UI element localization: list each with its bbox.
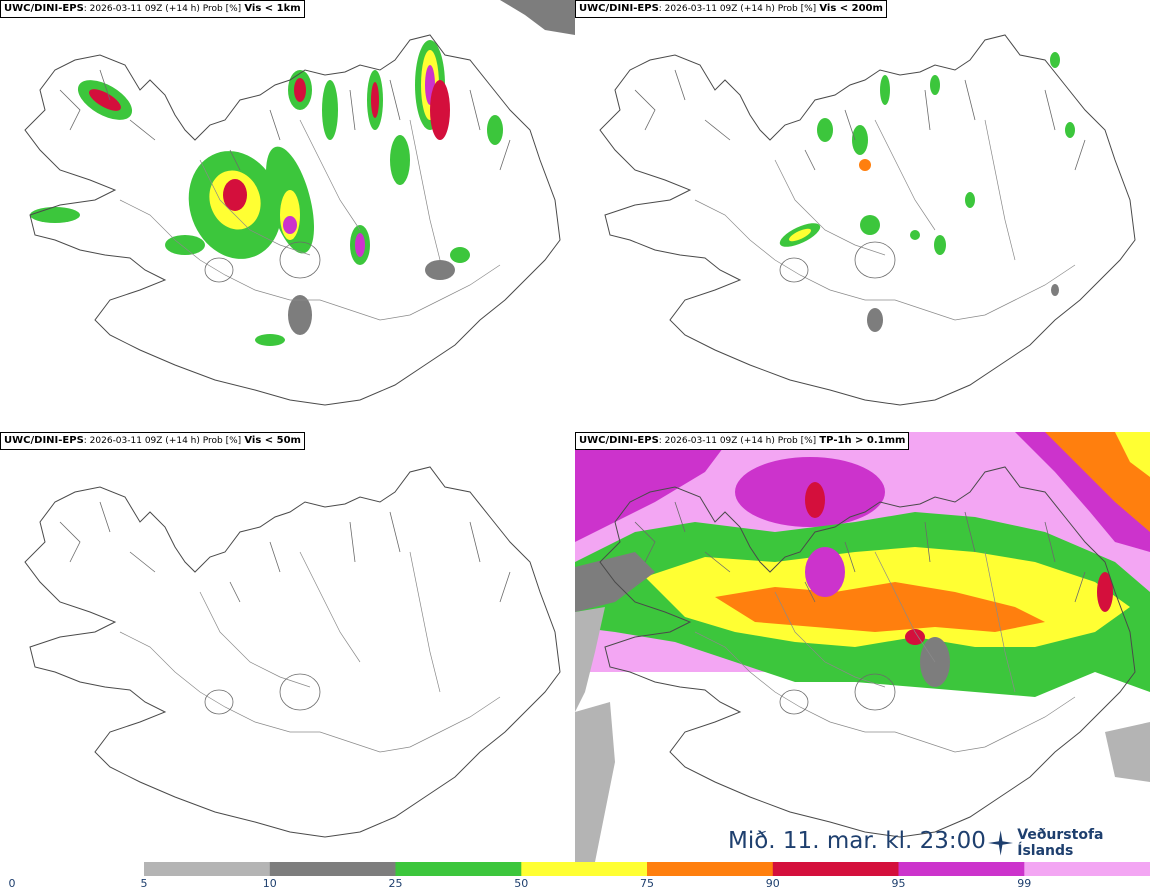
model-name: UWC/DINI-EPS xyxy=(4,3,84,14)
map-panel-precip: UWC/DINI-EPS: 2026-03-11 09Z (+14 h) Pro… xyxy=(575,432,1150,862)
vedurstofa-logo: Veðurstofa Íslands xyxy=(988,827,1150,859)
panel-title: UWC/DINI-EPS: 2026-03-11 09Z (+14 h) Pro… xyxy=(575,432,910,450)
colorbar-bin xyxy=(144,862,271,876)
forecast-timestamp: Mið. 11. mar. kl. 23:00 xyxy=(728,828,986,854)
panel-variable: Vis < 1km xyxy=(244,3,301,14)
colorbar-bin xyxy=(772,862,900,876)
colorbar-bin xyxy=(898,862,1025,876)
panel-variable: Vis < 200m xyxy=(819,3,883,14)
colorbar-tick-label: 25 xyxy=(388,877,403,890)
panel-title: UWC/DINI-EPS: 2026-03-11 09Z (+14 h) Pro… xyxy=(575,0,887,18)
panel-variable: Vis < 50m xyxy=(244,435,301,446)
colorbar-bin xyxy=(647,862,774,876)
map-vis-1km xyxy=(24,0,575,406)
map-precip xyxy=(575,432,1150,862)
panel-meta: : 2026-03-11 09Z (+14 h) Prob [%] xyxy=(658,4,817,14)
colorbar-bin xyxy=(269,862,397,876)
compass-star-icon xyxy=(988,830,1014,856)
colorbar-tick-label: 90 xyxy=(765,877,780,890)
colorbar-tick-label: 5 xyxy=(140,877,148,890)
map-panel-vis-1km: UWC/DINI-EPS: 2026-03-11 09Z (+14 h) Pro… xyxy=(0,0,575,430)
colorbar-bin xyxy=(521,862,648,876)
vis-1km-probability-areas xyxy=(30,40,503,346)
map-vis-50m xyxy=(24,466,561,838)
logo-text: Veðurstofa Íslands xyxy=(1017,827,1104,859)
colorbar xyxy=(144,862,1150,876)
panel-title: UWC/DINI-EPS: 2026-03-11 09Z (+14 h) Pro… xyxy=(0,0,305,18)
model-name: UWC/DINI-EPS xyxy=(579,435,659,446)
panel-meta: : 2026-03-11 09Z (+14 h) Prob [%] xyxy=(83,436,242,446)
precip-probability-areas xyxy=(575,432,1150,862)
vis-200m-probability-areas xyxy=(779,52,1075,332)
colorbar-tick-label: 0 xyxy=(8,877,16,890)
panel-variable: TP-1h > 0.1mm xyxy=(819,435,906,446)
colorbar-tick-label: 75 xyxy=(640,877,654,890)
colorbar-tick-label: 50 xyxy=(514,877,529,890)
model-name: UWC/DINI-EPS xyxy=(579,3,659,14)
map-vis-200m xyxy=(599,34,1136,406)
map-panel-vis-50m: UWC/DINI-EPS: 2026-03-11 09Z (+14 h) Pro… xyxy=(0,432,575,862)
panel-meta: : 2026-03-11 09Z (+14 h) Prob [%] xyxy=(658,436,817,446)
panel-meta: : 2026-03-11 09Z (+14 h) Prob [%] xyxy=(83,4,242,14)
colorbar-bin xyxy=(395,862,522,876)
colorbar-bin xyxy=(1024,862,1150,876)
map-panel-vis-200m: UWC/DINI-EPS: 2026-03-11 09Z (+14 h) Pro… xyxy=(575,0,1150,430)
colorbar-tick-label: 10 xyxy=(262,877,277,890)
colorbar-tick-label: 95 xyxy=(891,877,906,890)
model-name: UWC/DINI-EPS xyxy=(4,435,84,446)
colorbar-tick-label: 99 xyxy=(1017,877,1032,890)
panel-title: UWC/DINI-EPS: 2026-03-11 09Z (+14 h) Pro… xyxy=(0,432,305,450)
